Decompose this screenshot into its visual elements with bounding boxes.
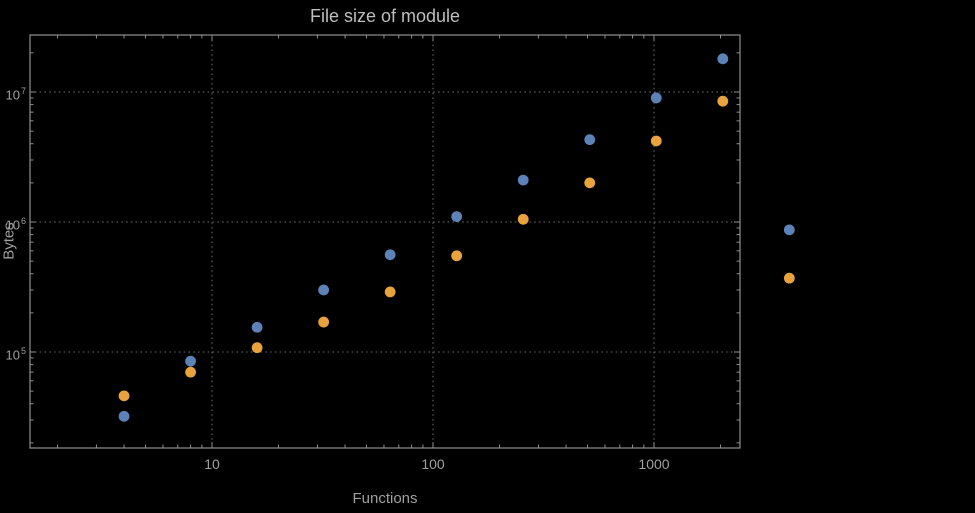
data-point-series-1 xyxy=(650,92,662,104)
data-point-series-2 xyxy=(318,316,330,328)
x-tick-label: 10 xyxy=(204,456,220,472)
data-point-series-2 xyxy=(384,286,396,298)
y-tick-label: 106 xyxy=(5,216,26,233)
x-tick-label: 100 xyxy=(421,456,445,472)
data-point-series-1 xyxy=(451,211,463,223)
data-point-series-2 xyxy=(517,213,529,225)
data-point-series-1 xyxy=(118,410,130,422)
chart-title: File size of module xyxy=(309,6,461,26)
data-point-series-1 xyxy=(185,355,196,367)
data-point-series-1 xyxy=(251,321,263,333)
y-tick-label: 107 xyxy=(5,86,26,103)
data-point-series-1 xyxy=(318,284,330,296)
x-tick-label: 1000 xyxy=(638,456,670,472)
data-point-series-2 xyxy=(118,390,130,402)
data-point-series-2 xyxy=(783,272,795,284)
plot-frame xyxy=(29,34,741,449)
data-point-series-1 xyxy=(783,224,795,236)
data-point-series-2 xyxy=(185,366,196,378)
data-point-series-2 xyxy=(717,95,729,107)
data-point-series-2 xyxy=(650,135,662,147)
y-tick-label: 105 xyxy=(5,346,26,363)
data-point-series-2 xyxy=(584,177,596,189)
data-point-series-1 xyxy=(584,134,596,146)
data-point-series-2 xyxy=(451,250,463,262)
data-point-series-1 xyxy=(517,174,529,186)
data-point-series-1 xyxy=(717,53,729,65)
x-axis-label: Functions xyxy=(352,490,418,507)
data-point-series-2 xyxy=(251,342,263,354)
data-point-series-1 xyxy=(384,249,396,261)
